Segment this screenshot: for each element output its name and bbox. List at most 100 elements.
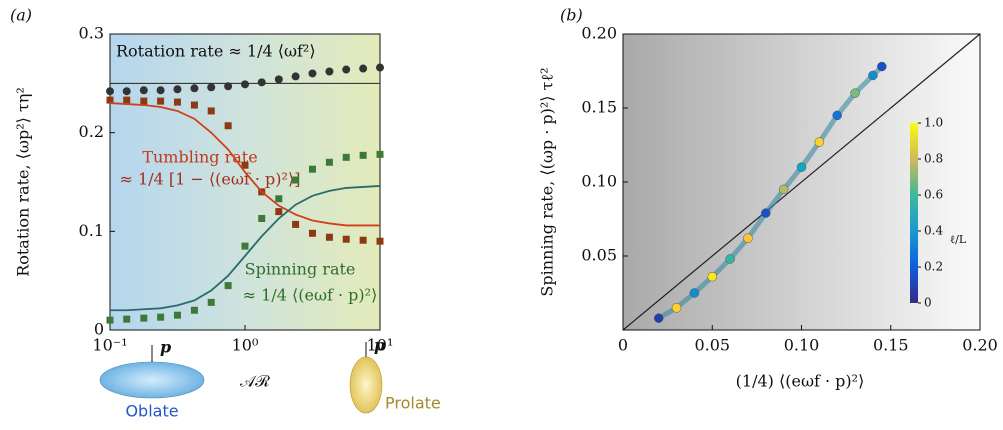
point	[241, 161, 249, 169]
annotation: Tumbling rate	[142, 148, 257, 167]
panel-label: (a)	[10, 6, 32, 25]
point	[122, 87, 131, 96]
point	[725, 254, 735, 264]
point	[190, 101, 198, 109]
point	[123, 315, 131, 323]
point	[224, 282, 232, 290]
point	[292, 176, 300, 184]
point	[342, 235, 350, 243]
point	[291, 72, 300, 81]
annotation: Oblate	[125, 402, 178, 421]
point	[207, 83, 216, 92]
point	[106, 316, 114, 324]
point	[190, 306, 198, 314]
point	[106, 96, 114, 104]
point	[173, 311, 181, 319]
point	[342, 153, 350, 161]
x-tick-label: 0	[618, 336, 628, 355]
y-axis-label: Spinning rate, ⟨(ωp · p)²⟩ τℓ²	[538, 67, 557, 296]
point	[359, 151, 367, 159]
x-axis-label: 𝒜ℛ	[240, 372, 270, 391]
point	[376, 237, 384, 245]
point	[877, 61, 887, 72]
annotation: ≈ 1/4 ⟨(eωf · p)²⟩	[243, 286, 378, 305]
y-tick-label: 0.2	[79, 122, 104, 141]
point	[325, 67, 334, 76]
annotation: Spinning rate	[245, 260, 356, 279]
x-tick-label: 10¹	[367, 336, 394, 355]
point	[274, 75, 283, 84]
annotation: p	[160, 338, 171, 357]
point	[376, 63, 384, 72]
oblate-shape	[99, 361, 205, 399]
point	[207, 298, 215, 306]
series-line	[109, 102, 380, 227]
point	[139, 86, 148, 95]
point	[325, 158, 333, 166]
colorbar	[910, 123, 918, 303]
point	[241, 242, 249, 250]
point	[359, 236, 367, 244]
x-tick-label: 10⁻¹	[92, 336, 127, 355]
point	[653, 313, 664, 323]
point	[157, 97, 165, 105]
point	[106, 87, 114, 96]
point	[308, 165, 316, 173]
annotation: Prolate	[385, 394, 441, 413]
point	[258, 215, 266, 223]
colorbar-tick-label: 0.2	[924, 260, 943, 274]
y-tick-label: 0.1	[79, 221, 104, 240]
annotation: ≈ 1/4 [1 − ⟨(eωf · p)²⟩]	[120, 170, 301, 189]
point	[689, 288, 700, 298]
y-axis-label: Rotation rate, ⟨ωp²⟩ τη²	[14, 87, 33, 277]
point	[850, 88, 860, 98]
point	[376, 150, 384, 158]
y-tick-label: 0.05	[581, 246, 617, 265]
point	[743, 233, 753, 243]
point	[814, 137, 825, 147]
colorbar-label: ℓ/L	[950, 233, 967, 246]
point	[224, 122, 232, 130]
point	[275, 208, 283, 216]
point	[173, 85, 182, 94]
annotation: Rotation rate ≈ 1/4 ⟨ωf²⟩	[116, 42, 316, 61]
panel-label: (b)	[560, 6, 583, 25]
y-tick-label: 0.15	[581, 98, 617, 117]
colorbar-tick-label: 0.6	[924, 188, 943, 202]
point	[832, 110, 842, 121]
point	[761, 208, 771, 218]
point	[257, 78, 266, 87]
point	[157, 313, 165, 321]
point	[275, 195, 283, 203]
point	[342, 65, 351, 74]
point	[123, 96, 131, 104]
colorbar-tick-label: 1.0	[924, 116, 943, 130]
point	[868, 70, 878, 81]
series-line	[110, 185, 381, 312]
colorbar-tick-label: 0.8	[924, 152, 943, 166]
x-tick-label: 10⁰	[232, 336, 259, 355]
colorbar-tick-label: 0	[924, 296, 932, 310]
point	[671, 303, 682, 313]
identity-line	[622, 33, 981, 331]
point	[359, 64, 368, 73]
point	[156, 86, 165, 95]
point	[308, 69, 317, 78]
y-tick-label: 0.10	[581, 172, 617, 191]
x-tick-label: 0.20	[962, 336, 998, 355]
point	[140, 314, 148, 322]
x-tick-label: 0.10	[784, 336, 820, 355]
y-tick-label: 0.3	[79, 24, 104, 43]
point	[173, 98, 181, 106]
point	[707, 271, 717, 282]
point	[796, 162, 807, 172]
y-tick-label: 0	[94, 320, 104, 339]
point	[224, 82, 233, 91]
point	[190, 84, 199, 93]
x-tick-label: 0.15	[873, 336, 909, 355]
x-tick-label: 0.05	[694, 336, 730, 355]
x-axis-label: (1/4) ⟨(eωf · p)²⟩	[736, 372, 865, 391]
colorbar-tick-label: 0.4	[924, 224, 943, 238]
